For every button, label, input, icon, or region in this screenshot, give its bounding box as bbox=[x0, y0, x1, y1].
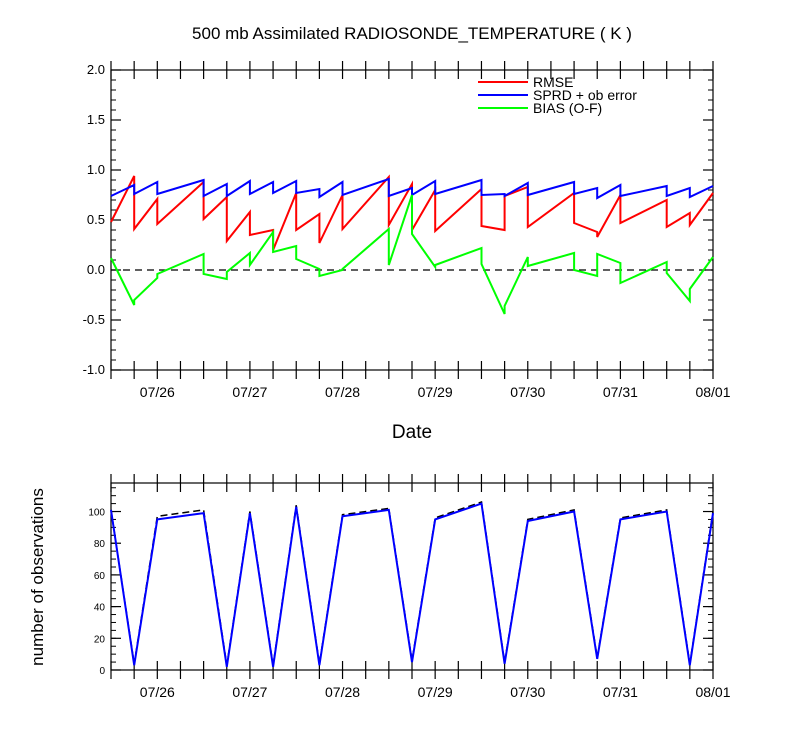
series-line-bias-o-f bbox=[110, 194, 714, 315]
x-tick-label: 07/30 bbox=[510, 384, 545, 400]
x-tick-label: 07/30 bbox=[510, 684, 545, 700]
bottom-chart-ylabel: number of observations bbox=[28, 488, 47, 666]
y-tick-label: -1.0 bbox=[83, 362, 105, 377]
x-tick-label: 07/29 bbox=[418, 384, 453, 400]
x-tick-label: 08/01 bbox=[695, 684, 730, 700]
y-tick-label: 20 bbox=[94, 634, 106, 645]
legend-label-rmse: RMSE bbox=[533, 74, 573, 90]
y-tick-label: 1.5 bbox=[87, 112, 105, 127]
y-tick-label: 0.5 bbox=[87, 212, 105, 227]
top-chart: -1.0 -0.5 0.0 0.5 1.0 1.5 2.0 07/26 07/27 07/28 07… bbox=[83, 61, 731, 400]
bottom-chart: 0 20 40 60 80 100 07/26 07/27 07/28 07/29 07/30 07/… bbox=[88, 474, 731, 700]
y-tick-label: 0 bbox=[99, 666, 105, 677]
top-chart-xlabel: Date bbox=[392, 422, 432, 443]
y-tick-label: 0.0 bbox=[87, 262, 105, 277]
legend-label-bias-o-f: BIAS (O-F) bbox=[533, 100, 602, 116]
series-line-assimilated bbox=[110, 502, 714, 667]
x-tick-label: 07/26 bbox=[140, 384, 175, 400]
series-line-rmse bbox=[110, 174, 714, 251]
series-line-possible bbox=[110, 500, 714, 666]
x-tick-label: 07/29 bbox=[418, 684, 453, 700]
y-tick-label: 40 bbox=[94, 603, 106, 614]
y-tick-label: 100 bbox=[88, 508, 105, 519]
x-tick-label: 07/31 bbox=[603, 384, 638, 400]
legend-label-sprd-ob-error: SPRD + ob error bbox=[533, 87, 637, 103]
series-line-sprd-ob-error bbox=[110, 177, 714, 200]
y-tick-label: 60 bbox=[94, 571, 106, 582]
x-tick-label: 07/31 bbox=[603, 684, 638, 700]
x-tick-label: 07/28 bbox=[325, 384, 360, 400]
y-tick-label: -0.5 bbox=[83, 312, 105, 327]
top-chart-title: 500 mb Assimilated RADIOSONDE_TEMPERATUR… bbox=[192, 24, 632, 43]
y-tick-label: 80 bbox=[94, 539, 106, 550]
x-tick-label: 07/28 bbox=[325, 684, 360, 700]
x-tick-label: 07/27 bbox=[232, 684, 267, 700]
y-tick-label: 2.0 bbox=[87, 62, 105, 77]
plot-frame bbox=[110, 482, 714, 671]
x-tick-label: 08/01 bbox=[695, 384, 730, 400]
x-tick-label: 07/26 bbox=[140, 684, 175, 700]
y-tick-label: 1.0 bbox=[87, 162, 105, 177]
x-tick-label: 07/27 bbox=[232, 384, 267, 400]
